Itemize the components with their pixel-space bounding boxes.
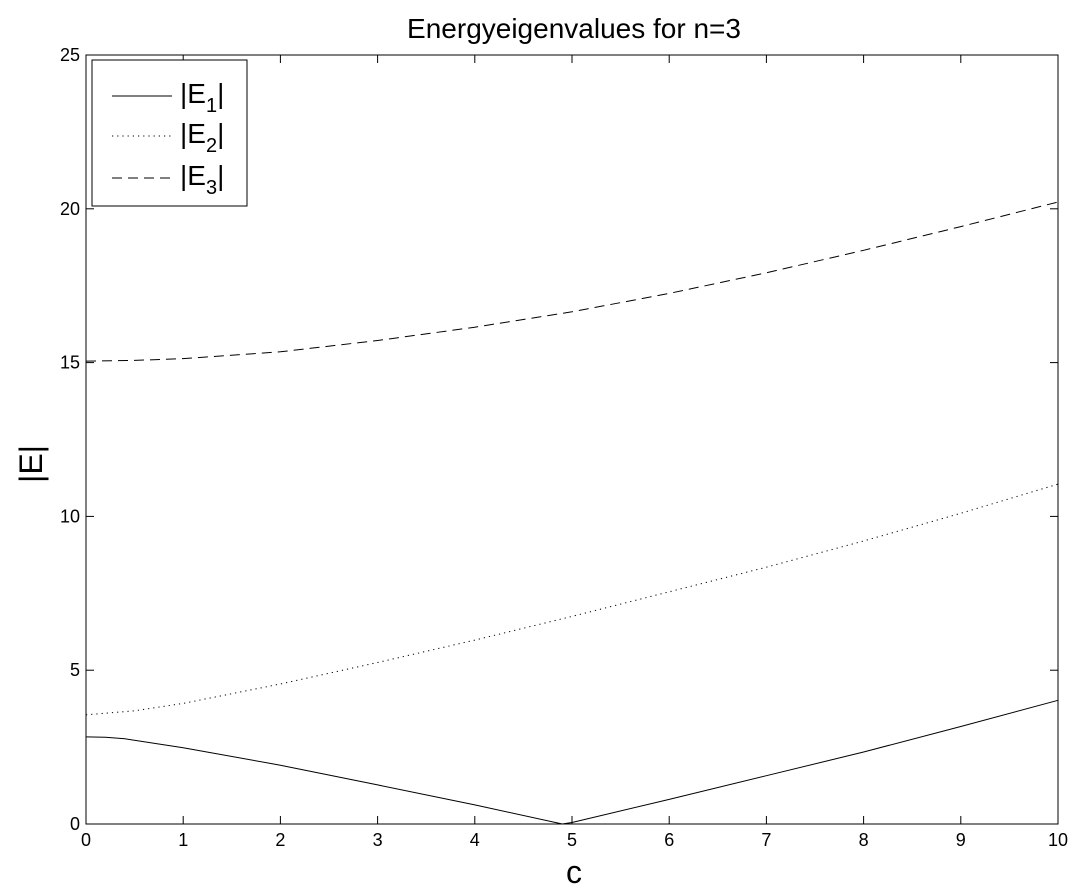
y-tick-label: 10	[60, 506, 80, 526]
x-tick-label: 10	[1048, 830, 1068, 850]
x-axis-label: c	[566, 854, 582, 890]
y-tick-label: 15	[60, 353, 80, 373]
x-tick-label: 2	[275, 830, 285, 850]
x-tick-label: 0	[81, 830, 91, 850]
y-tick-label: 0	[70, 814, 80, 834]
x-tick-label: 4	[470, 830, 480, 850]
x-tick-label: 6	[664, 830, 674, 850]
x-tick-label: 7	[761, 830, 771, 850]
y-tick-label: 20	[60, 199, 80, 219]
legend: |E1| |E2| |E3|	[92, 60, 247, 206]
chart-title: Energyeigenvalues for n=3	[407, 13, 741, 44]
y-tick-label: 25	[60, 45, 80, 65]
x-tick-label: 5	[567, 830, 577, 850]
x-tick-label: 8	[859, 830, 869, 850]
y-axis-label: |E|	[13, 445, 49, 483]
y-tick-label: 5	[70, 660, 80, 680]
x-tick-label: 3	[373, 830, 383, 850]
x-tick-label: 1	[178, 830, 188, 850]
x-tick-label: 9	[956, 830, 966, 850]
